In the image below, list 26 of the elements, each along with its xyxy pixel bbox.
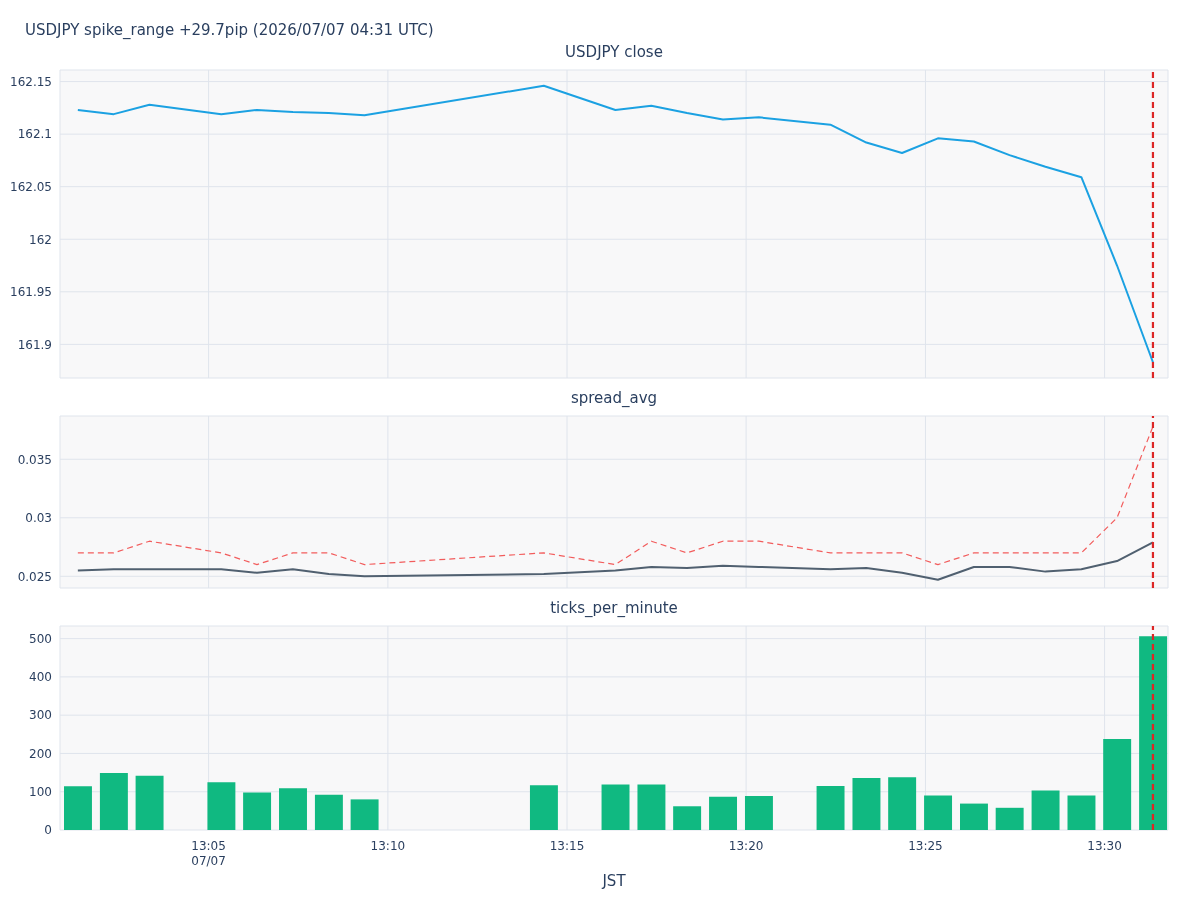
y-tick-label: 400	[29, 670, 52, 685]
x-axis-title: JST	[600, 872, 627, 890]
text: USDJPY spike_range +29.7pip (2026/07/07 04:31 UTC)	[25, 21, 434, 39]
chart-title: USDJPY close	[564, 43, 664, 61]
y-tick-label: 0.035	[17, 452, 52, 467]
x-tick-label: 13:05 07/07	[191, 839, 226, 868]
x-tick-label: 13:25	[908, 839, 943, 853]
y-tick-label: 161.9	[17, 337, 52, 352]
y-tick-label: 162.1	[17, 127, 52, 142]
y-tick-label: 0.03	[25, 511, 52, 526]
chart-title: ticks_per_minute	[549, 599, 679, 617]
y-tick-label: 162.15	[10, 74, 52, 89]
y-tick-label: 0.025	[17, 569, 52, 584]
y-tick-label: 162	[29, 232, 52, 247]
x-tick-label: 13:30	[1087, 839, 1122, 853]
chart-title: spread_avg	[569, 389, 659, 407]
x-tick-label: 13:15	[549, 839, 585, 853]
y-tick-label: 161.95	[10, 285, 52, 300]
y-tick-label: 200	[29, 746, 52, 761]
y-tick-label: 100	[29, 784, 52, 799]
x-tick-label: 13:20	[728, 839, 764, 853]
y-tick-label: 500	[29, 631, 52, 646]
x-tick-label: 13:10	[370, 839, 406, 853]
y-tick-label: 300	[29, 708, 52, 723]
y-tick-label: 162.05	[10, 179, 52, 194]
y-tick-label: 0	[44, 823, 52, 838]
